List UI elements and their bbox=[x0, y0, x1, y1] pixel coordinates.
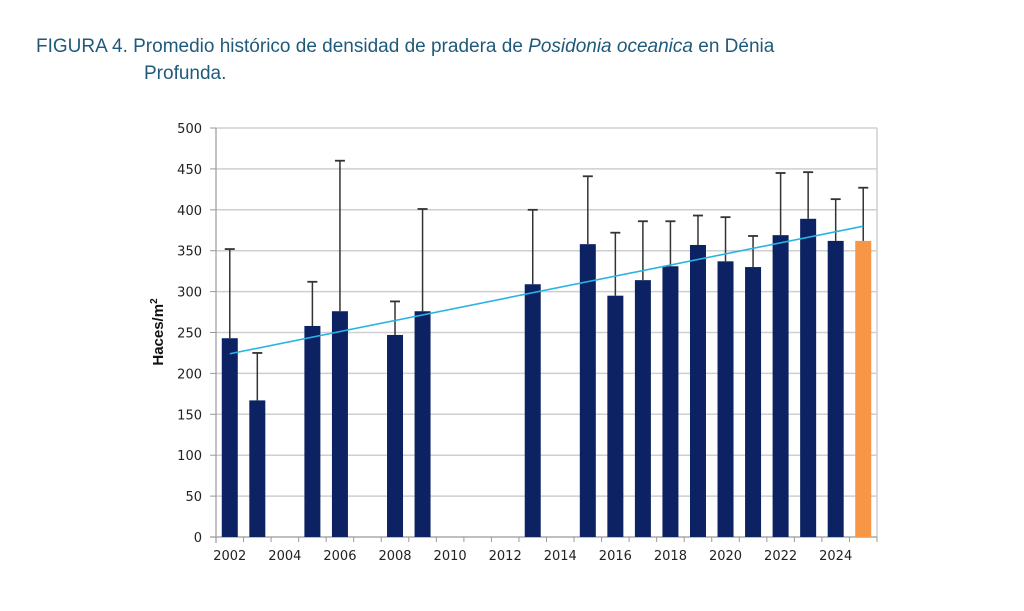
y-tick-label: 450 bbox=[177, 163, 202, 178]
error-bars bbox=[224, 159, 869, 401]
x-tick-label: 2008 bbox=[378, 549, 411, 564]
x-tick-label: 2004 bbox=[268, 549, 301, 564]
y-tick-label: 350 bbox=[177, 245, 202, 260]
y-tick-label: 100 bbox=[177, 449, 202, 464]
bar-2017 bbox=[634, 280, 651, 537]
bar-2025 bbox=[855, 240, 872, 537]
caption-line2: Profunda. bbox=[144, 63, 227, 84]
caption-species: Posidonia oceanica bbox=[528, 36, 693, 57]
caption-suffix: en Dénia bbox=[692, 36, 775, 57]
y-tick-label: 150 bbox=[177, 408, 202, 423]
x-tick-label: 2018 bbox=[654, 549, 687, 564]
x-tick-label: 2016 bbox=[599, 549, 632, 564]
figure-caption: FIGURA 4. Promedio histórico de densidad… bbox=[36, 33, 936, 87]
y-tick-label: 500 bbox=[177, 122, 202, 137]
bar-2024 bbox=[827, 240, 844, 537]
x-tick-label: 2020 bbox=[709, 549, 742, 564]
bar-2009 bbox=[414, 311, 431, 537]
bar-2013 bbox=[524, 284, 541, 537]
bar-2003 bbox=[249, 400, 266, 537]
trendline-group bbox=[229, 225, 864, 355]
bar-2022 bbox=[772, 235, 789, 537]
bar-2023 bbox=[800, 218, 817, 537]
y-tick-label: 250 bbox=[177, 327, 202, 342]
bar-2020 bbox=[717, 261, 734, 537]
x-tick-label: 2024 bbox=[819, 549, 852, 564]
bar-2005 bbox=[304, 325, 321, 537]
bar-2018 bbox=[662, 266, 679, 537]
y-tick-label: 200 bbox=[177, 367, 202, 382]
bar-2002 bbox=[221, 338, 238, 537]
trendline bbox=[229, 225, 864, 355]
y-tick-label: 400 bbox=[177, 204, 202, 219]
x-axis: 2002 2004 2006 2008 2010 2012 2014 2016 2018 2020… bbox=[210, 536, 878, 564]
x-tick-label: 2006 bbox=[323, 549, 356, 564]
y-tick-label: 0 bbox=[194, 531, 202, 546]
y-tick-label: 300 bbox=[177, 286, 202, 301]
caption-prefix: FIGURA 4. Promedio histórico de densidad… bbox=[36, 36, 529, 57]
bars bbox=[221, 218, 872, 537]
bar-2021 bbox=[745, 267, 762, 537]
gridlines bbox=[216, 127, 878, 537]
x-tick-label: 2002 bbox=[213, 549, 246, 564]
y-axis: 0 50 100 150 200 250 300 350 400 450 500 bbox=[177, 122, 217, 546]
x-tick-label: 2012 bbox=[489, 549, 522, 564]
y-tick-label: 50 bbox=[185, 490, 202, 505]
x-tick-label: 2022 bbox=[764, 549, 797, 564]
bar-2015 bbox=[579, 244, 596, 537]
bar-2006 bbox=[331, 311, 348, 537]
y-axis-label: Haces/m2 bbox=[149, 298, 167, 366]
bar-2019 bbox=[689, 244, 706, 537]
x-tick-label: 2010 bbox=[434, 549, 467, 564]
bar-2016 bbox=[607, 295, 624, 537]
x-tick-label: 2014 bbox=[544, 549, 577, 564]
bar-2008 bbox=[387, 334, 404, 537]
